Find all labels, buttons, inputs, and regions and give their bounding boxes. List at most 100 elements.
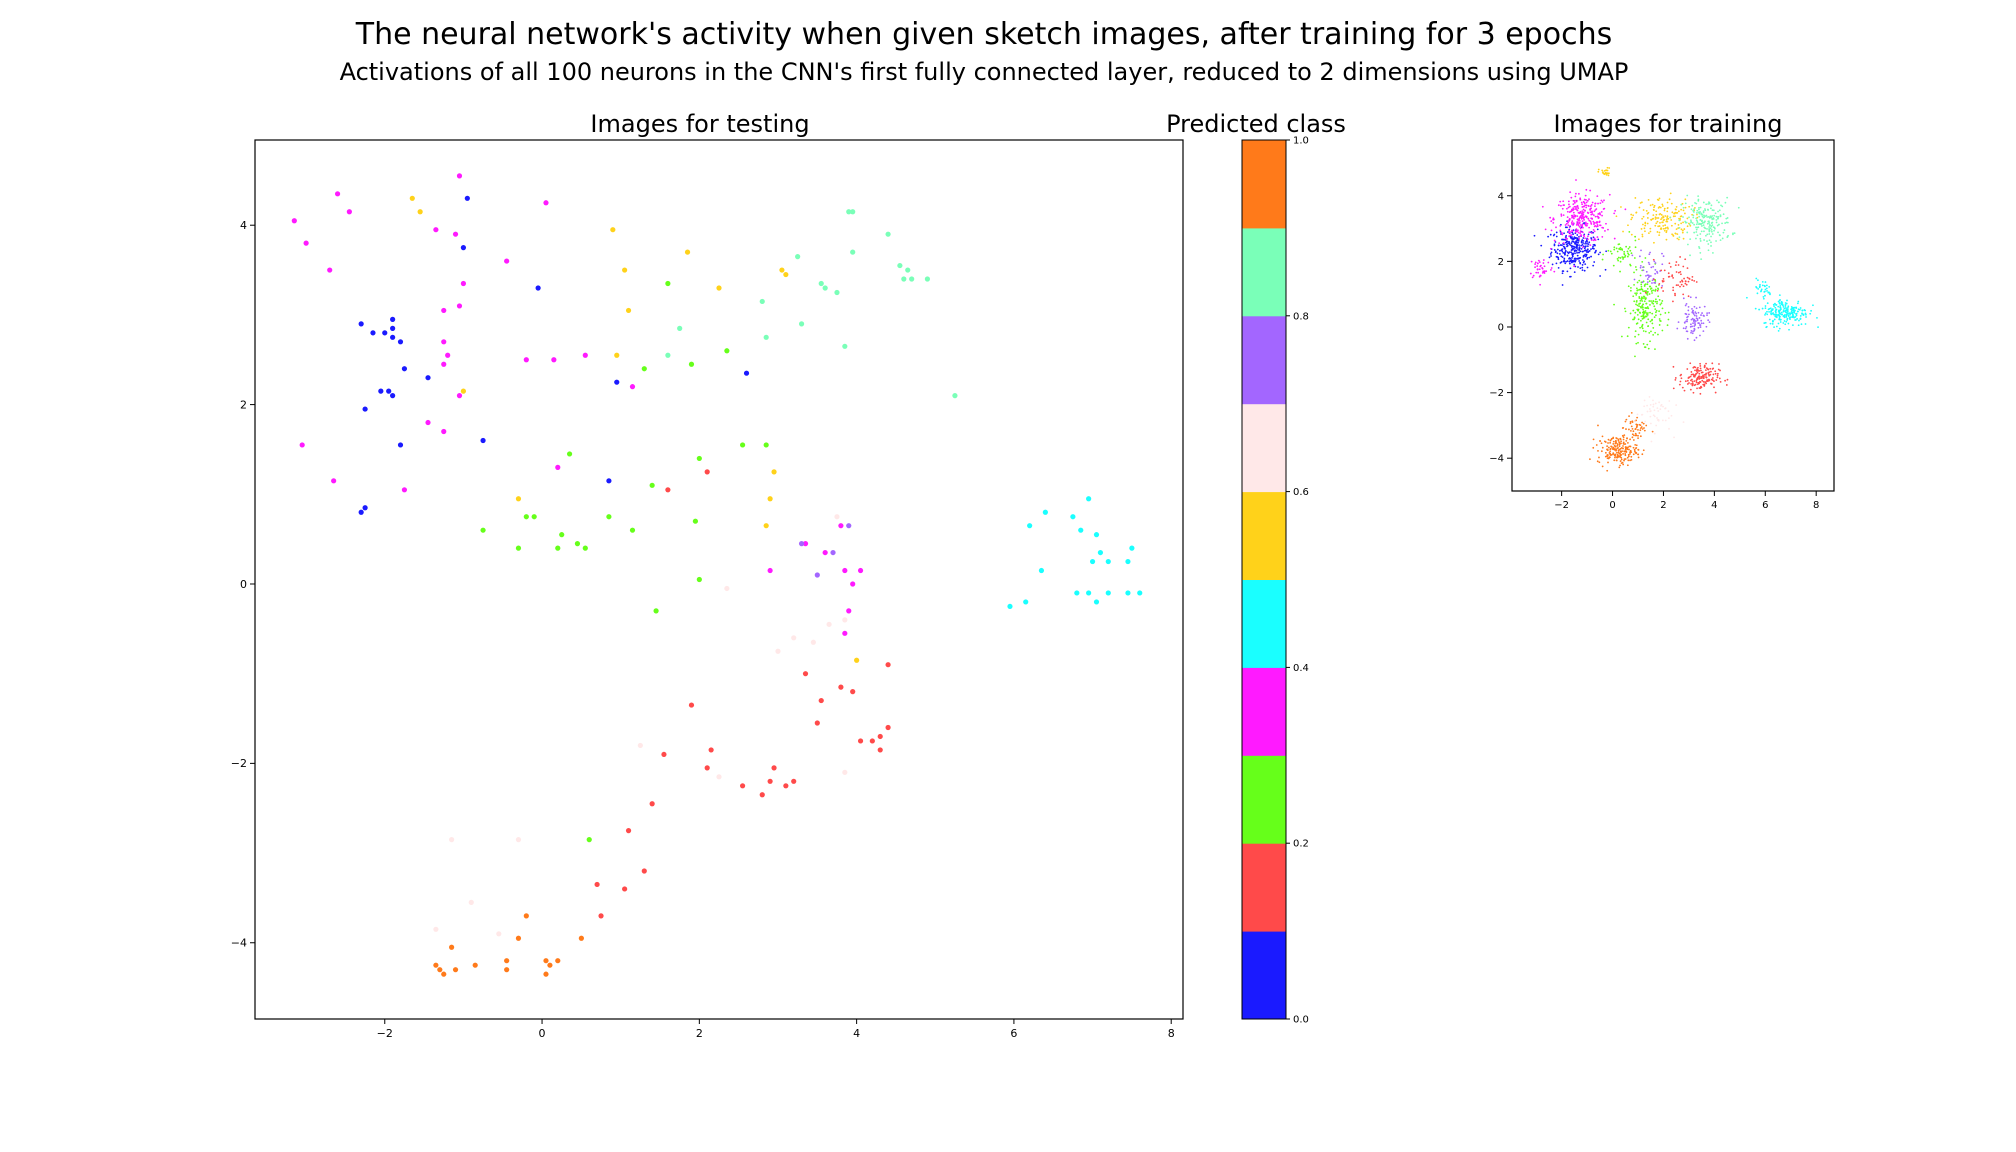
train-point-class-3 bbox=[1579, 211, 1582, 214]
train-point-class-0 bbox=[1566, 226, 1568, 229]
train-point-class-1 bbox=[1708, 374, 1711, 377]
train-point-class-1 bbox=[1684, 280, 1687, 283]
train-point-class-3 bbox=[1559, 200, 1562, 203]
y-tick-label: −4 bbox=[231, 937, 247, 950]
train-point-class-3 bbox=[1553, 270, 1556, 273]
train-point-class-6 bbox=[1662, 405, 1664, 408]
train-point-class-1 bbox=[1707, 378, 1710, 381]
test-point-class-1 bbox=[877, 747, 883, 753]
x-tick-label: −2 bbox=[1554, 500, 1569, 511]
train-point-class-2 bbox=[1660, 302, 1663, 305]
train-point-class-3 bbox=[1596, 225, 1599, 228]
test-point-class-8 bbox=[905, 267, 911, 273]
train-point-class-2 bbox=[1653, 316, 1656, 319]
train-point-class-1 bbox=[1644, 291, 1647, 294]
train-point-class-7 bbox=[1642, 269, 1645, 272]
train-point-class-1 bbox=[1685, 283, 1688, 286]
test-point-class-9 bbox=[543, 971, 549, 977]
train-point-class-9 bbox=[1636, 416, 1639, 419]
train-point-class-7 bbox=[1708, 321, 1711, 324]
train-point-class-3 bbox=[1596, 195, 1599, 197]
train-point-class-4 bbox=[1770, 312, 1772, 315]
train-point-class-2 bbox=[1635, 342, 1638, 345]
train-point-class-9 bbox=[1622, 445, 1624, 447]
train-point-class-9 bbox=[1622, 436, 1625, 439]
test-point-class-1 bbox=[818, 697, 824, 704]
train-point-class-3 bbox=[1578, 225, 1581, 228]
train-point-class-7 bbox=[1688, 313, 1690, 316]
train-point-class-8 bbox=[1701, 215, 1704, 218]
train-point-class-0 bbox=[1555, 231, 1558, 234]
train-point-class-2 bbox=[1639, 319, 1642, 322]
test-point-class-8 bbox=[885, 231, 891, 237]
train-point-class-9 bbox=[1620, 458, 1623, 461]
train-point-class-0 bbox=[1576, 238, 1578, 240]
train-point-class-5 bbox=[1662, 227, 1665, 230]
train-point-class-7 bbox=[1702, 314, 1705, 317]
test-point-class-2 bbox=[515, 545, 522, 551]
test-point-class-3 bbox=[838, 523, 844, 529]
y-tick-label: 4 bbox=[1498, 191, 1504, 202]
train-point-class-7 bbox=[1691, 325, 1694, 328]
train-point-class-2 bbox=[1639, 288, 1642, 291]
train-point-class-5 bbox=[1679, 215, 1682, 218]
train-point-class-4 bbox=[1794, 319, 1797, 321]
train-point-class-0 bbox=[1561, 256, 1564, 259]
train-point-class-5 bbox=[1650, 218, 1652, 221]
train-point-class-9 bbox=[1618, 452, 1621, 455]
test-point-class-4 bbox=[1137, 590, 1143, 596]
train-point-class-0 bbox=[1587, 233, 1590, 236]
train-point-class-0 bbox=[1566, 254, 1569, 257]
y-tick-label: 2 bbox=[1498, 257, 1504, 268]
train-point-class-0 bbox=[1582, 239, 1585, 242]
test-point-class-3 bbox=[456, 393, 463, 399]
train-point-class-8 bbox=[1712, 218, 1715, 220]
train-point-class-0 bbox=[1590, 255, 1592, 258]
train-point-class-4 bbox=[1799, 317, 1802, 320]
train-point-class-3 bbox=[1562, 214, 1565, 217]
train-point-class-2 bbox=[1640, 315, 1643, 318]
train-point-class-4 bbox=[1758, 308, 1761, 311]
train-point-class-5 bbox=[1601, 171, 1604, 174]
test-point-class-4 bbox=[1093, 532, 1100, 538]
train-point-class-1 bbox=[1679, 374, 1682, 377]
test-point-class-3 bbox=[551, 357, 557, 363]
train-point-class-0 bbox=[1567, 252, 1570, 255]
train-point-class-3 bbox=[1578, 221, 1581, 224]
train-point-class-3 bbox=[1560, 204, 1562, 207]
train-point-class-0 bbox=[1574, 259, 1577, 262]
train-point-class-8 bbox=[1716, 216, 1719, 218]
train-point-class-1 bbox=[1718, 377, 1721, 380]
train-point-class-2 bbox=[1650, 330, 1652, 333]
train-point-class-8 bbox=[1715, 215, 1718, 218]
train-point-class-9 bbox=[1631, 433, 1634, 436]
train-point-class-3 bbox=[1592, 228, 1595, 231]
train-point-class-7 bbox=[1654, 268, 1657, 271]
train-point-class-0 bbox=[1596, 228, 1599, 231]
train-point-class-8 bbox=[1691, 204, 1694, 207]
train-point-class-7 bbox=[1638, 255, 1641, 258]
train-point-class-4 bbox=[1800, 323, 1803, 326]
train-point-class-2 bbox=[1632, 309, 1635, 312]
train-point-class-8 bbox=[1702, 211, 1705, 214]
train-point-class-1 bbox=[1693, 366, 1696, 368]
train-point-class-8 bbox=[1713, 226, 1716, 229]
train-point-class-7 bbox=[1654, 262, 1657, 264]
train-point-class-3 bbox=[1564, 237, 1567, 240]
train-point-class-8 bbox=[1693, 231, 1696, 234]
train-point-class-4 bbox=[1766, 310, 1768, 313]
train-point-class-5 bbox=[1655, 210, 1658, 213]
train-point-class-5 bbox=[1662, 224, 1665, 227]
train-point-class-5 bbox=[1603, 173, 1606, 176]
train-point-class-5 bbox=[1682, 237, 1685, 240]
train-point-class-4 bbox=[1785, 313, 1788, 316]
train-point-class-0 bbox=[1576, 234, 1579, 236]
train-point-class-4 bbox=[1757, 288, 1760, 290]
train-point-class-9 bbox=[1621, 450, 1624, 453]
train-point-class-5 bbox=[1632, 214, 1635, 217]
train-point-class-0 bbox=[1549, 253, 1552, 255]
train-point-class-4 bbox=[1787, 322, 1790, 325]
train-point-class-2 bbox=[1615, 247, 1618, 250]
train-point-class-8 bbox=[1714, 212, 1717, 215]
train-point-class-8 bbox=[1708, 239, 1711, 242]
